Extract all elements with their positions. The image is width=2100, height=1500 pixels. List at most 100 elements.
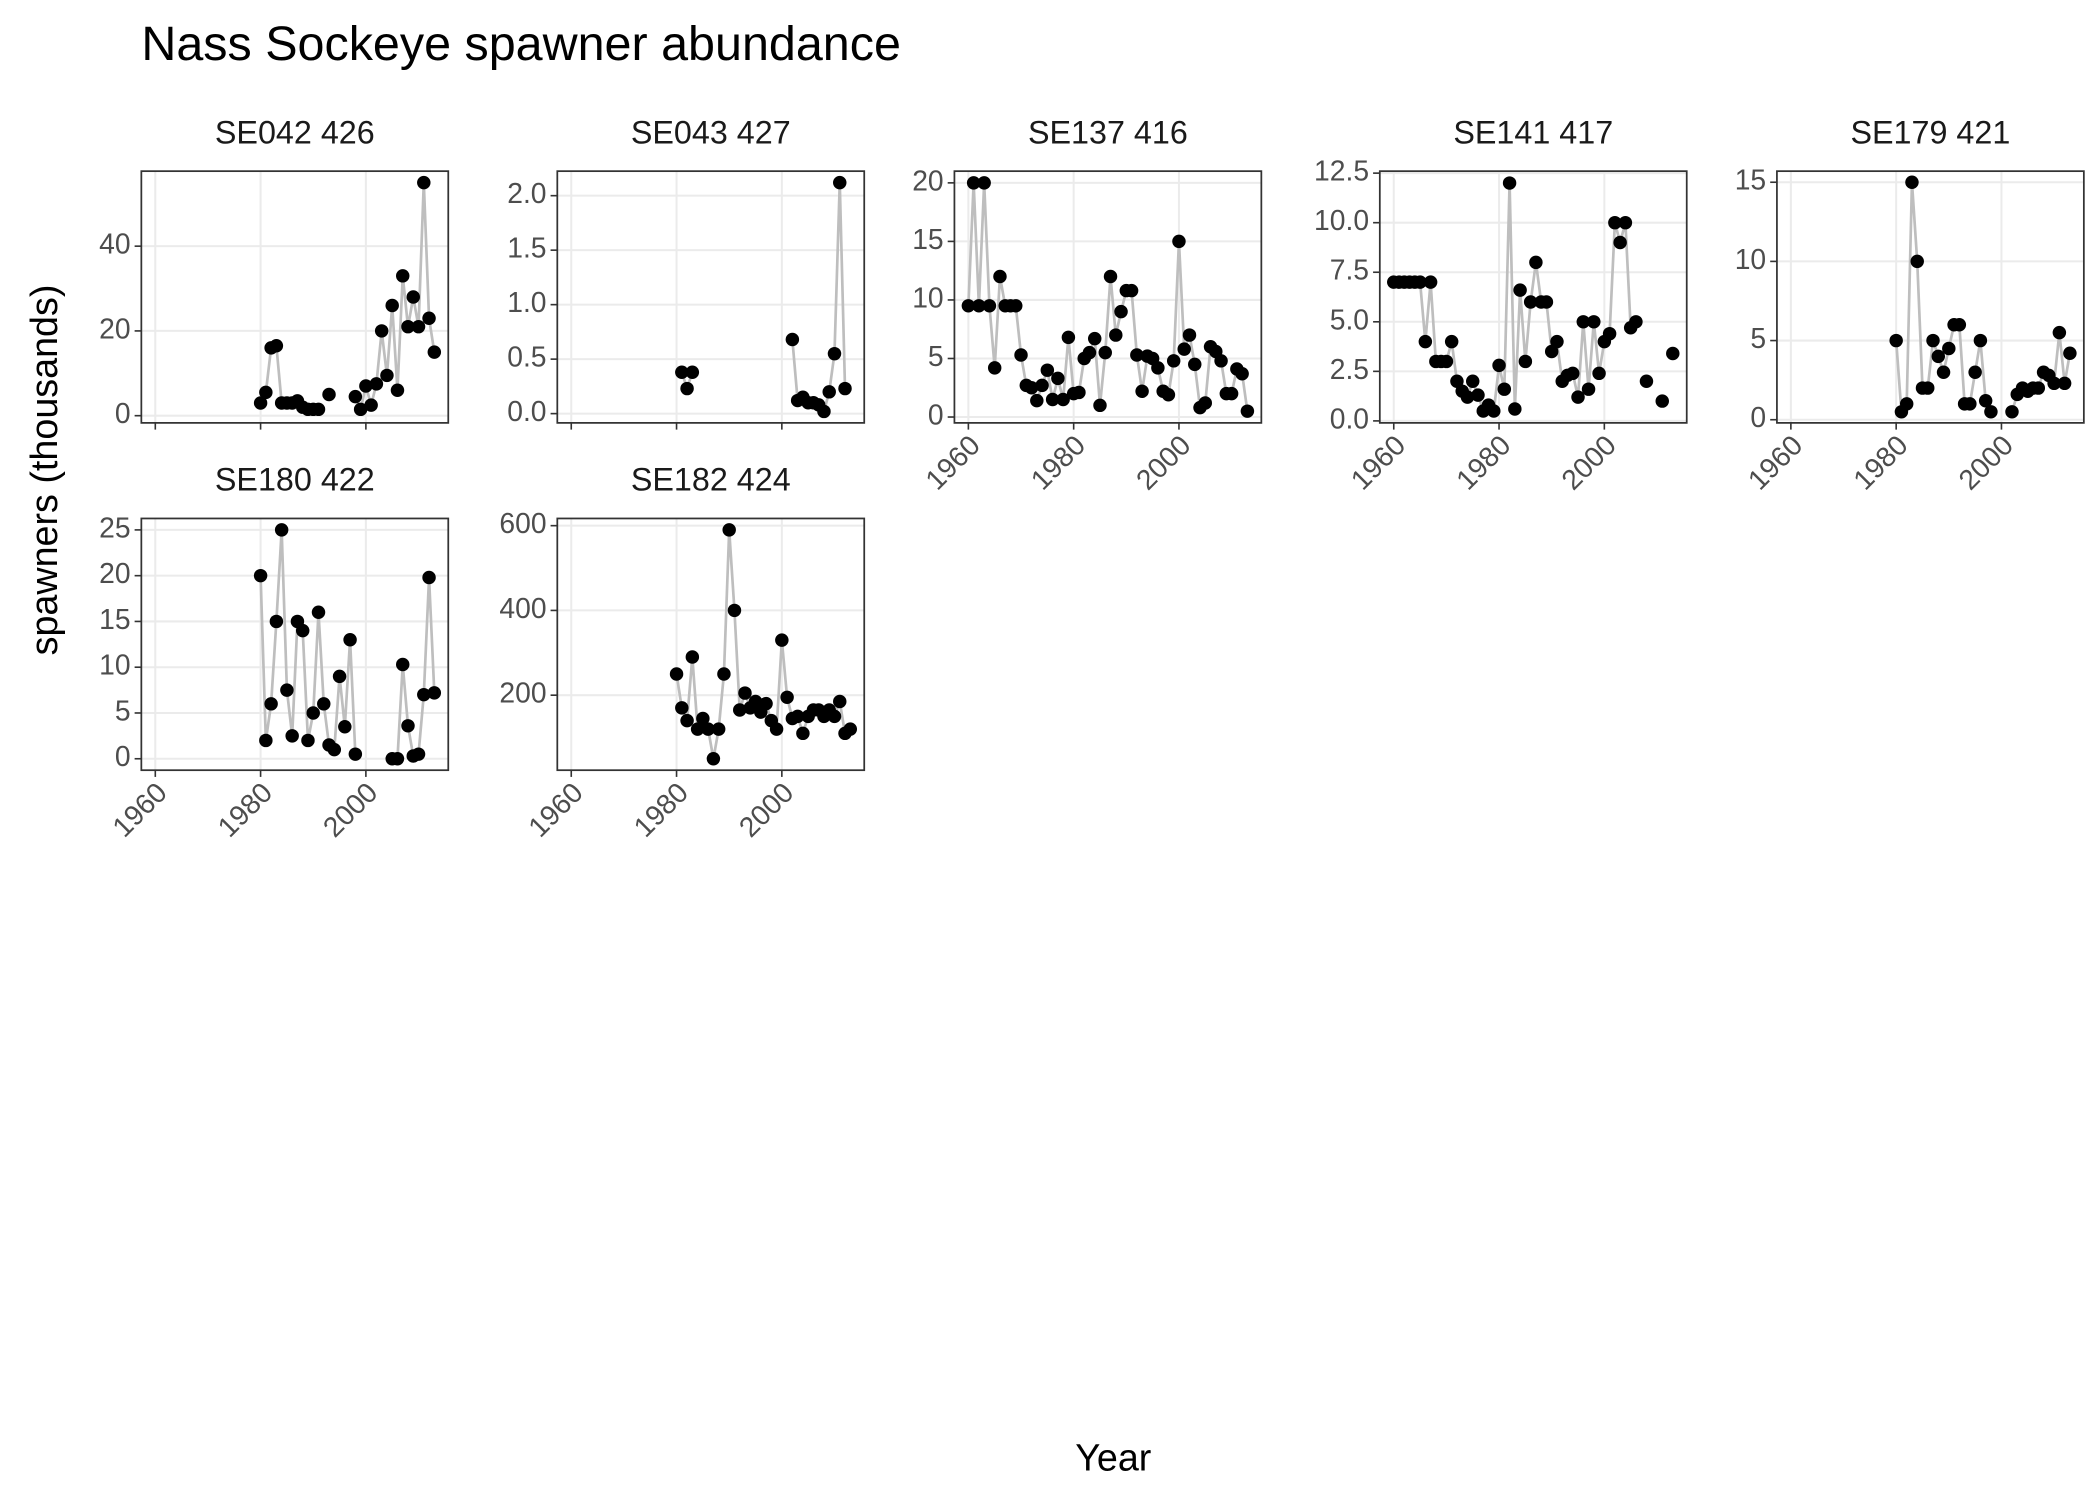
data-point (359, 379, 373, 393)
data-point (1518, 354, 1533, 369)
y-tick-label: 0.0 (1330, 402, 1369, 434)
data-point (827, 709, 842, 724)
data-point (427, 345, 442, 359)
data-point (1182, 328, 1197, 342)
data-point (1423, 275, 1438, 289)
panel-border (140, 517, 450, 772)
data-point (422, 311, 436, 325)
data-point (396, 657, 410, 672)
data-point (1539, 295, 1554, 309)
data-point (269, 339, 284, 353)
data-point (1214, 354, 1228, 368)
data-point (374, 324, 389, 338)
data-point (322, 387, 336, 402)
data-point (1035, 378, 1049, 393)
panel-border (140, 170, 450, 424)
data-point (696, 711, 710, 726)
data-point (1618, 215, 1633, 230)
data-point (1936, 365, 1951, 379)
data-point (417, 687, 431, 702)
panel-border (556, 170, 866, 424)
data-point (1963, 397, 1977, 411)
data-point (343, 633, 357, 647)
data-point (1968, 365, 1982, 379)
data-point (685, 365, 700, 379)
data-point (1513, 283, 1527, 297)
facet-title: SE042 426 (215, 114, 375, 150)
data-point (732, 703, 747, 717)
data-point (1576, 315, 1591, 329)
data-point (417, 175, 431, 190)
y-axis-title: spawners (thousands) (23, 285, 65, 656)
y-tick-label: 5.0 (1330, 303, 1369, 335)
data-point (843, 722, 858, 736)
data-point (1910, 254, 1924, 269)
data-point (1587, 315, 1601, 329)
data-point (1497, 382, 1512, 396)
y-tick-label: 1.0 (507, 286, 546, 318)
facet-title: SE180 422 (215, 462, 375, 498)
data-point (1460, 390, 1475, 404)
data-point (411, 319, 426, 334)
data-point (1124, 283, 1139, 298)
data-point (775, 633, 789, 647)
facet-title: SE141 417 (1453, 114, 1613, 150)
data-point (311, 402, 326, 417)
y-tick-label: 10 (1735, 243, 1766, 275)
panel-border (1378, 170, 1688, 424)
data-point (780, 690, 794, 705)
data-point (961, 299, 976, 313)
data-point (1450, 374, 1464, 388)
data-point (1508, 402, 1522, 416)
data-point (274, 523, 289, 537)
data-point (1224, 386, 1239, 401)
data-point (711, 722, 726, 736)
data-point (1465, 374, 1480, 388)
data-point (1502, 176, 1517, 190)
data-point (390, 383, 405, 397)
data-point (982, 299, 997, 313)
y-tick-label: 20 (99, 557, 130, 589)
y-tick-label: 0 (1750, 401, 1766, 433)
y-tick-label: 20 (912, 164, 943, 196)
data-point (1177, 342, 1191, 356)
y-tick-label: 0 (928, 398, 944, 430)
y-tick-label: 2.5 (1330, 353, 1369, 385)
data-point (833, 175, 847, 190)
data-point (1889, 333, 1903, 348)
data-point (1639, 374, 1654, 388)
data-point (1240, 404, 1255, 418)
data-point (701, 722, 715, 736)
data-point (1166, 354, 1181, 368)
y-tick-label: 12.5 (1314, 155, 1369, 187)
y-tick-label: 5 (928, 340, 944, 372)
data-point (364, 398, 378, 412)
data-point (1130, 348, 1144, 362)
data-point (348, 389, 363, 404)
data-point (1608, 215, 1622, 230)
data-point (332, 669, 347, 684)
chart-title: Nass Sockeye spawner abundance (141, 17, 901, 71)
data-point (748, 694, 763, 709)
data-point (785, 332, 800, 347)
y-tick-label: 0 (115, 740, 131, 772)
data-point (1952, 317, 1967, 332)
data-point (1051, 371, 1065, 386)
data-point (1188, 357, 1202, 372)
y-tick-label: 0 (115, 397, 131, 429)
data-point (259, 733, 273, 748)
data-point (1061, 330, 1076, 345)
data-point (675, 701, 689, 715)
data-point (1984, 405, 1998, 419)
data-point (1492, 358, 1506, 373)
data-point (1523, 295, 1538, 309)
data-point (401, 719, 415, 733)
data-point (822, 385, 836, 399)
data-point (1666, 346, 1680, 361)
data-point (411, 747, 426, 761)
data-point (1056, 392, 1070, 407)
x-axis-title: Year (1075, 1437, 1151, 1479)
data-point (790, 709, 805, 724)
data-point (690, 722, 705, 736)
